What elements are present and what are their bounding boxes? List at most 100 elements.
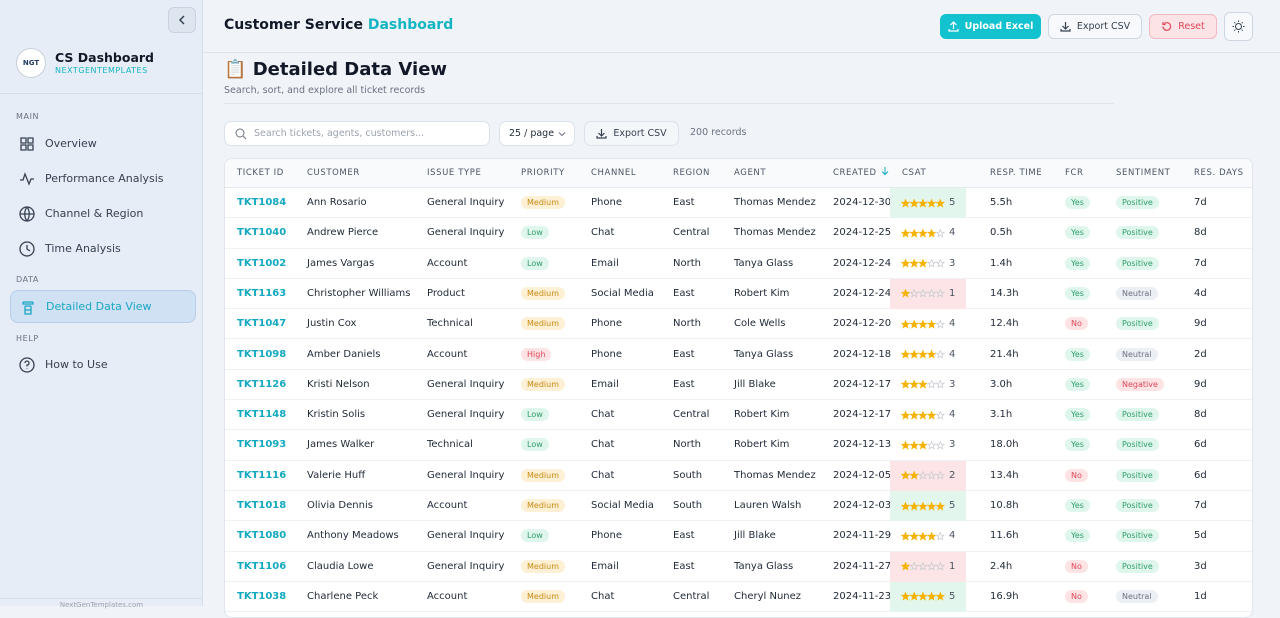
priority-badge: Medium <box>521 286 565 300</box>
search-input[interactable]: Search tickets, agents, customers... <box>224 121 490 146</box>
table-cell: No <box>1065 461 1088 491</box>
table-cell: 6d <box>1194 439 1207 451</box>
sentiment-badge: Positive <box>1116 226 1159 240</box>
table-cell: 21.4h <box>990 348 1019 360</box>
table-row: TKT1126 Kristi Nelson General Inquiry Mediu… <box>225 370 1252 401</box>
collapse-button[interactable] <box>168 7 196 33</box>
ticket-link[interactable]: TKT1116 <box>237 469 287 481</box>
export-button[interactable]: Export CSV <box>584 121 679 146</box>
upload-button[interactable]: Upload Excel <box>940 14 1041 39</box>
csat-cell: 5 <box>890 581 966 612</box>
export-button[interactable]: Export CSV <box>1048 14 1142 39</box>
ticket-link[interactable]: TKT1084 <box>237 197 287 208</box>
table-cell: Yes <box>1065 218 1090 248</box>
table-cell: 14.3h <box>990 287 1019 299</box>
table-cell: 2024-12-17 <box>833 378 892 390</box>
column-header[interactable]: TICKET ID <box>237 159 284 188</box>
column-label: AGENT <box>734 168 767 178</box>
csat-score: 5 <box>949 590 956 602</box>
table-cell: Chat <box>591 469 615 481</box>
column-header[interactable]: AGENT <box>734 159 766 188</box>
ticket-link[interactable]: TKT1163 <box>237 287 287 299</box>
table-cell: 8d <box>1194 227 1207 239</box>
table-cell: Jill Blake <box>734 378 776 390</box>
sentiment-badge: Positive <box>1116 468 1159 482</box>
page-size-select[interactable]: 25 / page <box>499 121 575 146</box>
column-header[interactable]: FCR <box>1065 159 1084 188</box>
ticket-link[interactable]: TKT1098 <box>237 348 287 360</box>
ticket-link[interactable]: TKT1080 <box>237 530 287 542</box>
sentiment-badge: Negative <box>1116 377 1164 391</box>
nav-item[interactable]: Overview <box>10 127 196 160</box>
table-cell: Low <box>521 430 549 460</box>
star <box>909 410 920 420</box>
column-header[interactable]: RES. DAYS <box>1194 159 1244 188</box>
table-cell: Social Media <box>591 500 654 511</box>
column-label: ISSUE TYPE <box>427 168 482 178</box>
table-row: TKT1106 Claudia Lowe General Inquiry Medium… <box>225 551 1252 582</box>
column-header[interactable]: SENTIMENT <box>1116 159 1170 188</box>
ticket-link[interactable]: TKT1047 <box>237 318 287 330</box>
nav-icon <box>19 357 35 373</box>
nav-item[interactable]: Performance Analysis <box>10 162 196 195</box>
column-header[interactable]: CSAT <box>902 159 926 188</box>
star <box>918 198 928 208</box>
nav-item[interactable]: Channel & Region <box>10 197 196 230</box>
nav-icon <box>22 301 34 315</box>
ticket-link[interactable]: TKT1018 <box>237 500 287 511</box>
fcr-badge: Yes <box>1065 286 1090 300</box>
table-cell: North <box>673 318 701 330</box>
nav-item[interactable]: How to Use <box>10 348 196 381</box>
sentiment-badge: Positive <box>1116 499 1159 512</box>
ticket-link[interactable]: TKT1126 <box>237 378 287 390</box>
table-cell: 2024-12-20 <box>833 318 892 330</box>
star <box>926 501 937 511</box>
csat-score: 1 <box>949 287 956 299</box>
column-header[interactable]: PRIORITY <box>521 159 565 188</box>
column-header[interactable]: CHANNEL <box>591 159 636 188</box>
ticket-link[interactable]: TKT1002 <box>237 257 287 269</box>
table-cell: Lauren Walsh <box>734 500 802 511</box>
sidebar-footer: NextGenTemplates.com <box>0 598 203 609</box>
column-header[interactable]: RESP. TIME <box>990 159 1042 188</box>
table-cell: 7d <box>1194 257 1207 269</box>
table-row: TKT1038 Charlene Peck Account Medium Chat Cen… <box>225 581 1252 613</box>
ticket-link[interactable]: TKT1040 <box>237 227 287 239</box>
nav-icon <box>20 172 34 186</box>
ticket-link[interactable]: TKT1093 <box>237 439 287 451</box>
nav-item[interactable]: Time Analysis <box>10 232 196 265</box>
ticket-link[interactable]: TKT1106 <box>237 560 287 572</box>
table-cell: Chat <box>591 590 615 602</box>
priority-badge: Low <box>521 408 549 422</box>
button-label: Reset <box>1178 21 1205 32</box>
table-cell: 2024-11-27 <box>833 560 892 572</box>
table-cell: Jill Blake <box>734 530 776 542</box>
table-cell: Low <box>521 218 549 248</box>
nav-label: How to Use <box>45 358 108 371</box>
nav-item[interactable]: Detailed Data View <box>10 290 196 323</box>
csat-score: 3 <box>949 378 956 390</box>
reset-button[interactable]: Reset <box>1149 14 1217 39</box>
column-label: CSAT <box>902 168 927 178</box>
priority-badge: Medium <box>521 499 565 512</box>
fcr-badge: No <box>1065 317 1088 331</box>
table-cell: Thomas Mendez <box>734 227 816 239</box>
app-title-main: Customer Service <box>224 17 363 33</box>
column-header[interactable]: CUSTOMER <box>307 159 360 188</box>
column-header[interactable]: CREATED <box>833 159 890 188</box>
table-cell: 7d <box>1194 500 1207 511</box>
table-cell: No <box>1065 309 1088 339</box>
ticket-link[interactable]: TKT1038 <box>237 590 287 602</box>
fcr-badge: Yes <box>1065 529 1090 543</box>
theme-toggle[interactable] <box>1224 12 1253 41</box>
column-header[interactable]: ISSUE TYPE <box>427 159 481 188</box>
table-cell: Kristin Solis <box>307 409 366 421</box>
priority-badge: Medium <box>521 196 565 209</box>
ticket-link[interactable]: TKT1148 <box>237 409 287 421</box>
priority-badge: Medium <box>521 377 565 391</box>
column-header[interactable]: REGION <box>673 159 710 188</box>
table-row: TKT1116 Valerie Huff General Inquiry Medium… <box>225 460 1252 491</box>
star <box>926 228 937 238</box>
csat-cell: 1 <box>890 551 966 582</box>
star <box>918 319 928 329</box>
